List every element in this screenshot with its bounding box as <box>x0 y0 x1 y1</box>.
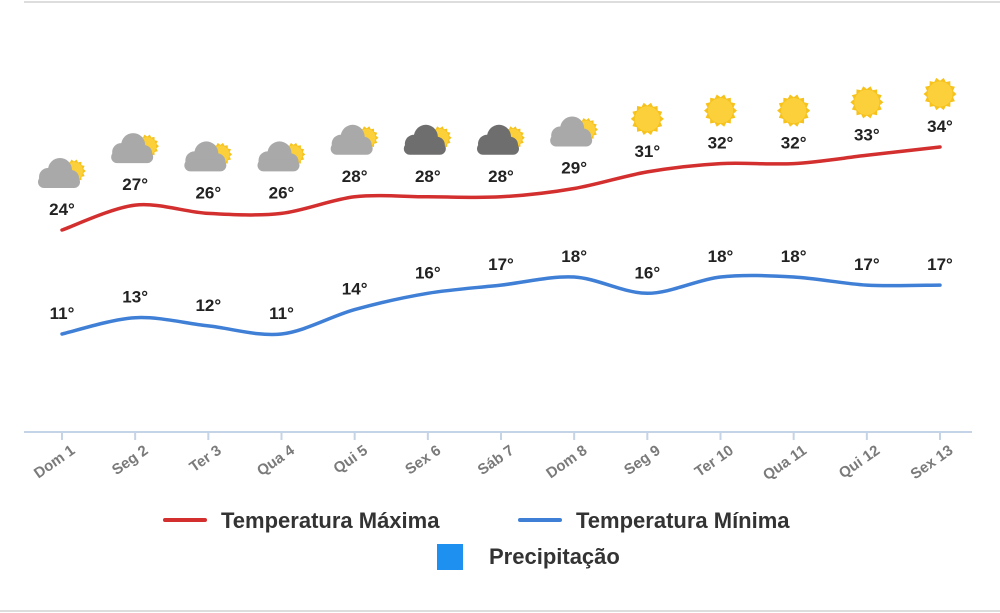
value-label-max: 32° <box>781 134 807 153</box>
legend-label: Precipitação <box>489 544 620 569</box>
dark-cloudy-icon <box>477 124 525 155</box>
partly-cloudy-icon <box>330 124 379 155</box>
value-label-max: 24° <box>49 200 75 219</box>
value-label-min: 18° <box>561 247 587 266</box>
value-label-min: 17° <box>854 255 880 274</box>
value-label-min: 16° <box>634 263 660 282</box>
value-label-min: 16° <box>415 263 441 282</box>
partly-cloudy-icon <box>257 141 306 172</box>
sun-icon <box>704 94 737 127</box>
value-label-max: 27° <box>122 175 148 194</box>
sun-icon <box>630 102 664 135</box>
value-label-min: 14° <box>342 280 368 299</box>
sun-icon <box>923 77 957 111</box>
series-line-max <box>60 145 942 232</box>
value-label-max: 26° <box>269 183 295 202</box>
legend-label: Temperatura Máxima <box>221 508 440 533</box>
value-label-max: 26° <box>195 183 221 202</box>
legend: Temperatura Máxima Temperatura Mínima Prec… <box>163 508 790 570</box>
value-label-max: 28° <box>415 167 441 186</box>
value-label-max: 34° <box>927 117 953 136</box>
value-label-max: 29° <box>561 159 587 178</box>
series-lines <box>60 145 942 337</box>
partly-cloudy-icon <box>184 141 233 172</box>
value-label-min: 11° <box>50 304 75 323</box>
value-label-min: 11° <box>269 304 294 323</box>
value-label-max: 32° <box>708 134 734 153</box>
legend-square-marker <box>437 544 463 570</box>
value-label-min: 17° <box>927 255 953 274</box>
legend-label: Temperatura Mínima <box>576 508 790 533</box>
weather-icons <box>38 77 957 188</box>
legend-item: Temperatura Máxima <box>163 508 440 533</box>
sun-icon <box>850 86 884 119</box>
partly-cloudy-icon <box>38 158 86 188</box>
legend-item: Precipitação <box>437 544 620 570</box>
value-labels: 24° 27° 26° 26° 28° 28° 28° 29° 31° 32° 32° 33° 34° 1… <box>49 117 953 323</box>
series-line-min <box>60 273 942 337</box>
value-label-max: 31° <box>634 142 660 161</box>
value-label-min: 18° <box>781 247 807 266</box>
sun-icon <box>777 94 811 127</box>
value-label-max: 33° <box>854 125 880 144</box>
value-label-min: 12° <box>195 296 221 315</box>
value-label-max: 28° <box>342 167 368 186</box>
partly-cloudy-icon <box>111 133 159 164</box>
partly-cloudy-icon <box>550 116 598 147</box>
value-label-max: 28° <box>488 167 514 186</box>
value-label-min: 18° <box>708 247 734 266</box>
value-label-min: 13° <box>122 288 148 307</box>
legend-item: Temperatura Mínima <box>518 508 790 533</box>
value-label-min: 17° <box>488 255 514 274</box>
dark-cloudy-icon <box>403 124 452 155</box>
